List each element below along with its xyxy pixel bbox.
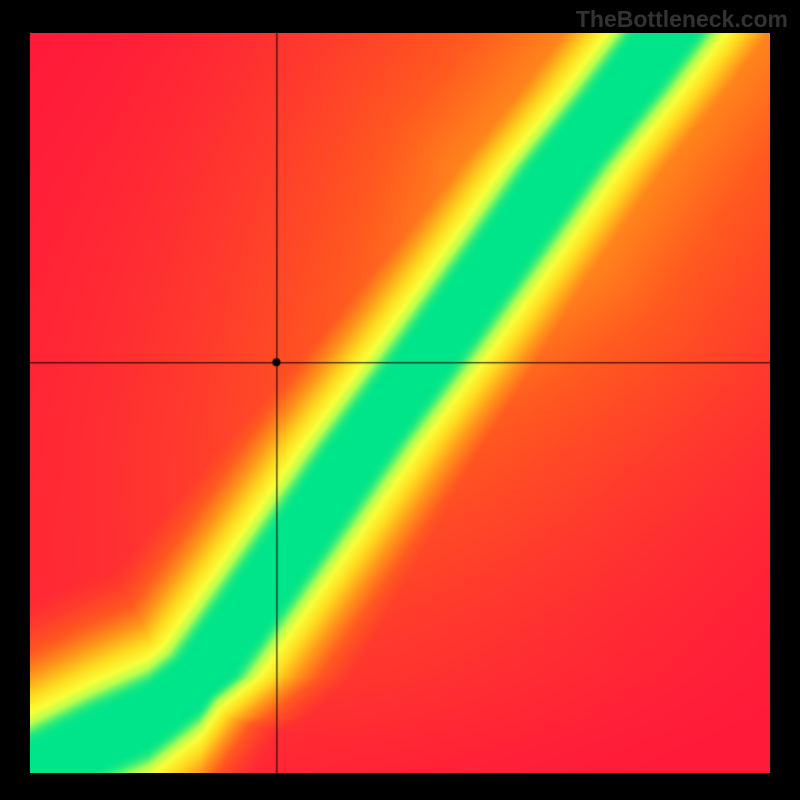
heatmap-canvas xyxy=(30,33,770,773)
plot-area xyxy=(30,33,770,773)
watermark-text: TheBottleneck.com xyxy=(576,6,788,33)
